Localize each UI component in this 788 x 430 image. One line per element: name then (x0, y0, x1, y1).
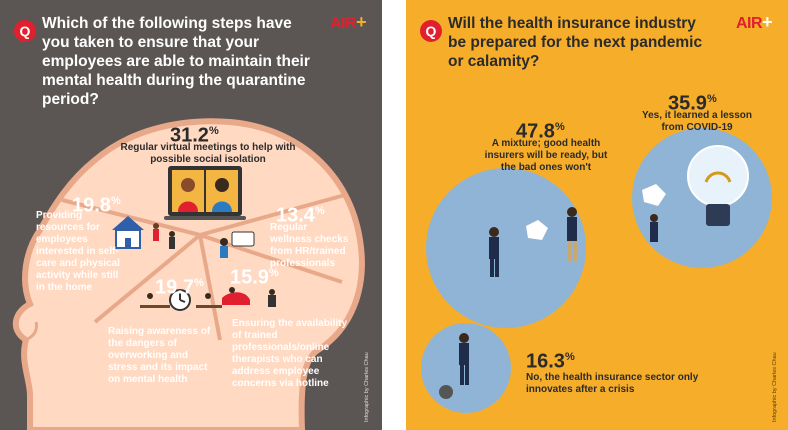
circles-graphic (421, 128, 772, 413)
head-pie-graphic (13, 118, 365, 430)
slice-1-label: Regular virtual meetings to help with po… (120, 142, 296, 165)
overworking-icon (140, 289, 222, 311)
slice-2-value: 13.4% (276, 204, 325, 227)
slice-2-label: Regular wellness checks from HR/trained … (270, 222, 349, 269)
question-badge: Q (420, 20, 442, 42)
yes-label: Yes, it learned a lesson from COVID-19 (641, 110, 753, 133)
standing-man-icon (439, 333, 469, 399)
percent-sign: % (554, 121, 565, 133)
yes-value: 35.9% (668, 92, 717, 115)
video-call-icon (164, 166, 246, 220)
circle-mixture (426, 168, 586, 328)
percent-sign: % (208, 125, 219, 137)
slice-3-value: 15.9% (230, 266, 279, 289)
nose-outline (25, 321, 38, 342)
credit: Infographic by Charles Chau (364, 352, 370, 422)
no-value: 16.3% (526, 350, 575, 373)
percent-sign: % (564, 351, 575, 363)
slice-4-value: 19.7% (155, 276, 204, 299)
mixture-label: A mixture; good health insurers will be … (484, 138, 608, 173)
puzzle-people-icon (489, 207, 577, 277)
mixture-value: 47.8% (516, 120, 565, 143)
air-logo: AIR+ (330, 12, 367, 32)
question-title: Which of the following steps have you ta… (42, 15, 310, 108)
slice-5-value: 19.8% (72, 194, 121, 217)
lightbulb-icon (642, 145, 749, 242)
question-title: Will the health insurance industry be pr… (448, 15, 703, 70)
question-badge: Q (14, 20, 36, 42)
slice-1-value: 31.2% (170, 124, 219, 147)
percent-sign: % (706, 93, 717, 105)
wellness-check-icon (220, 231, 255, 258)
slice-3-label: Ensuring the availability of trained pro… (232, 318, 348, 389)
percent-sign: % (314, 205, 325, 217)
percent-sign: % (268, 267, 279, 279)
head-silhouette (13, 118, 365, 430)
percent-sign: % (193, 277, 204, 289)
therapist-icon (222, 287, 276, 307)
right-infographic: Q Will the health insurance industry be … (406, 0, 788, 430)
slice-4-label: Raising awareness of the dangers of over… (108, 326, 211, 385)
home-exercise-icon (112, 216, 175, 249)
slice-5-label: Providing resources for employees intere… (36, 210, 120, 293)
left-infographic: Q Which of the following steps have you … (0, 0, 382, 430)
no-label: No, the health insurance sector only inn… (526, 372, 699, 395)
percent-sign: % (110, 195, 121, 207)
air-logo: AIR+ (736, 12, 773, 32)
credit: Infographic by Charles Chau (772, 352, 778, 422)
sector-dividers (61, 193, 346, 341)
